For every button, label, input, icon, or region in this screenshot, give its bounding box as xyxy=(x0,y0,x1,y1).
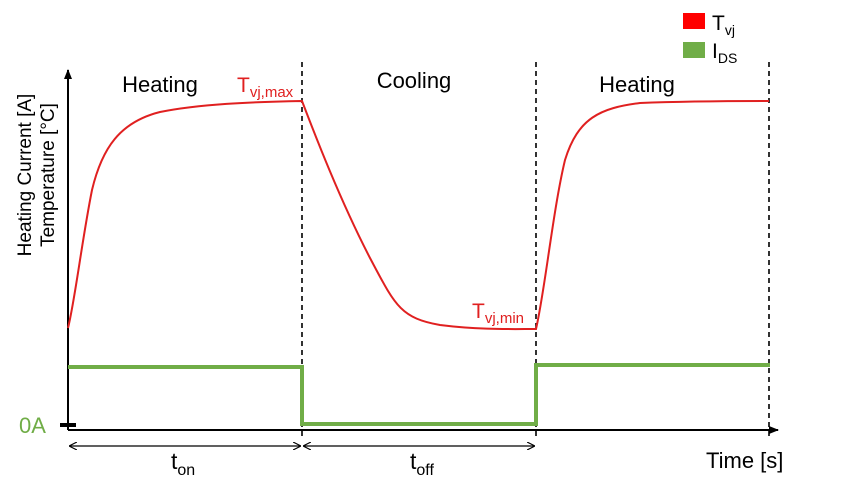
t-on-label: ton xyxy=(171,448,195,479)
tvj-max-main: T xyxy=(237,74,250,97)
tvj-min-label: Tvj,min xyxy=(472,300,524,327)
phase-label-heating-2: Heating xyxy=(599,72,675,97)
t-off-label: toff xyxy=(410,448,434,479)
t-off-sub: off xyxy=(416,462,434,479)
legend-label-tvj-sub: vj xyxy=(725,22,735,38)
legend-swatch-ids xyxy=(683,42,705,58)
legend-label-ids-sub: DS xyxy=(718,50,737,66)
legend-label-tvj-main: T xyxy=(712,12,725,35)
y-axis-label-current: Heating Current [A] xyxy=(15,94,36,257)
phase-label-heating-1: Heating xyxy=(122,72,198,97)
x-axis-label: Time [s] xyxy=(706,448,783,473)
tvj-max-label: Tvj,max xyxy=(237,74,294,101)
t-on-sub: on xyxy=(177,462,195,479)
tvj-min-sub: vj,min xyxy=(485,310,524,327)
legend-swatch-tvj xyxy=(683,13,705,29)
tvj-max-sub: vj,max xyxy=(250,84,294,101)
current-waveform xyxy=(68,363,770,426)
legend-label-tvj: Tvj xyxy=(712,12,735,38)
legend-label-ids: IDS xyxy=(712,40,737,66)
legend: Tvj IDS xyxy=(683,12,737,66)
tvj-min-main: T xyxy=(472,300,485,323)
t-off-main: t xyxy=(410,448,417,474)
t-on-main: t xyxy=(171,448,178,474)
temperature-curve xyxy=(67,99,770,331)
legend-label-ids-main: I xyxy=(712,40,718,63)
phase-label-cooling: Cooling xyxy=(377,68,452,93)
zero-current-label: 0A xyxy=(19,413,46,438)
y-axis-label-temperature: Temperature [°C] xyxy=(38,103,59,247)
